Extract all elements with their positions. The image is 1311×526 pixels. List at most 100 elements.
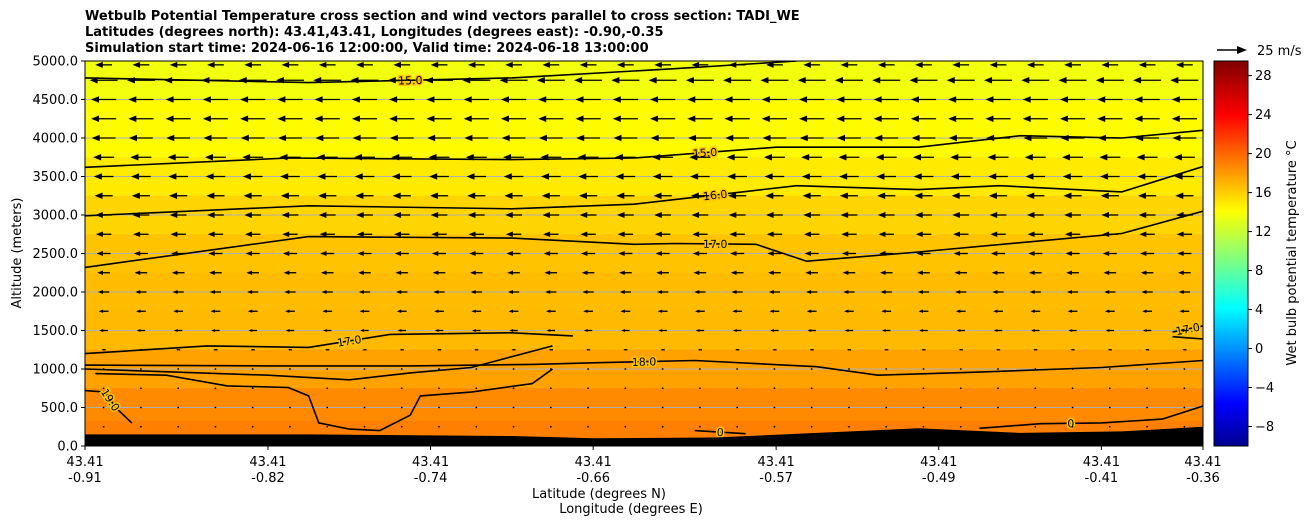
wind-vector [839,192,859,199]
wind-vector [879,250,894,257]
wind-vector [400,387,403,390]
wind-vector [950,154,972,161]
wind-vector [799,115,825,122]
wind-vector [1070,348,1075,351]
wind-vector [464,134,489,142]
wind-vector [277,96,303,103]
wind-vector [434,309,444,314]
wind-vector [911,134,936,142]
wind-vector [879,270,893,276]
wind-vector [248,328,257,333]
wind-vector [1071,368,1074,370]
wind-vector [736,368,739,370]
wind-vector [986,134,1010,142]
wind-vector [350,77,379,84]
field-band [85,61,1203,100]
colorbar-tick-label: 0 [1255,342,1263,357]
colorbar-tick-label: −4 [1255,381,1274,396]
wind-vector [736,425,739,428]
wind-vector [951,192,970,199]
wind-vector [614,154,636,161]
wind-vector [768,289,781,295]
contour-line [95,368,553,432]
wind-vector [1177,250,1192,257]
wind-vector [995,348,1001,351]
y-tick-label: 2500.0 [33,247,79,262]
wind-vector [177,387,180,390]
wind-vector [316,154,338,161]
wind-vector [543,231,559,238]
wind-vector [102,387,105,390]
wind-vector [810,425,813,428]
wind-vector [687,96,713,103]
wind-vector [1183,387,1186,390]
wind-vector [285,309,295,314]
wind-vector [133,231,149,238]
wind-vector [326,406,329,409]
wind-vector [313,77,342,84]
wind-vector [654,231,671,238]
wind-vector [240,134,265,142]
wind-vector [987,154,1009,161]
wind-vector [657,309,668,314]
wind-vector [725,134,750,142]
wind-vector [1133,77,1162,84]
wind-vector [176,348,181,351]
wind-vector [1095,77,1124,84]
wind-vector [133,250,148,257]
wind-vector [623,348,628,351]
colorbar: −8 −4 0 4 8 12 16 20 24 28 Wet bulb potential tem… [1213,60,1300,447]
wind-vector [805,270,818,276]
wind-vector [509,328,518,333]
wind-vector [624,387,627,390]
wind-vector [352,134,377,142]
wind-vector [140,368,142,370]
wind-vector [426,96,452,103]
wind-vector [648,77,677,84]
wind-vector [993,328,1003,333]
wind-vector [761,96,788,103]
wind-vector [358,289,371,295]
wind-vector [1099,154,1121,161]
wind-vector [799,134,824,142]
wind-vector [1182,348,1187,351]
wind-vector [878,231,894,238]
wind-vector [587,425,589,428]
x-tick-label-lon: -0.49 [922,471,956,486]
wind-vector [97,270,110,276]
wind-vector [549,387,552,390]
wind-vector [243,192,262,199]
wind-vector [1139,231,1155,238]
wind-vector [731,289,743,295]
wind-vector [801,173,822,180]
wind-vector [205,173,226,180]
wind-vector [797,77,826,84]
colorbar-ticks: −8 −4 0 4 8 12 16 20 24 28 [1248,69,1274,435]
wind-vector [132,61,150,68]
wind-vector [1034,425,1037,428]
contour-line [85,345,553,381]
wind-vector [693,270,707,276]
wind-vector [1138,192,1157,199]
wind-vector [475,368,478,370]
wind-vector [583,309,593,314]
wind-vector [278,134,302,142]
wind-vector [1071,387,1074,390]
wind-vector [583,328,593,333]
field-band [85,99,1203,158]
wind-vector [997,368,999,370]
wind-vector [955,289,967,295]
wind-vector [280,173,300,180]
wind-vector [840,61,858,68]
wind-vector [283,270,297,276]
wind-vector [470,270,483,276]
wind-vector [1183,368,1186,370]
wind-vector [728,211,746,219]
wind-vector [1102,250,1117,257]
wind-vector [848,368,850,370]
contour-line [85,165,1203,217]
wind-vector [465,154,487,161]
wind-vector [467,211,485,219]
x-tick-label-lon: -0.66 [576,471,610,486]
wind-vector [289,425,291,428]
